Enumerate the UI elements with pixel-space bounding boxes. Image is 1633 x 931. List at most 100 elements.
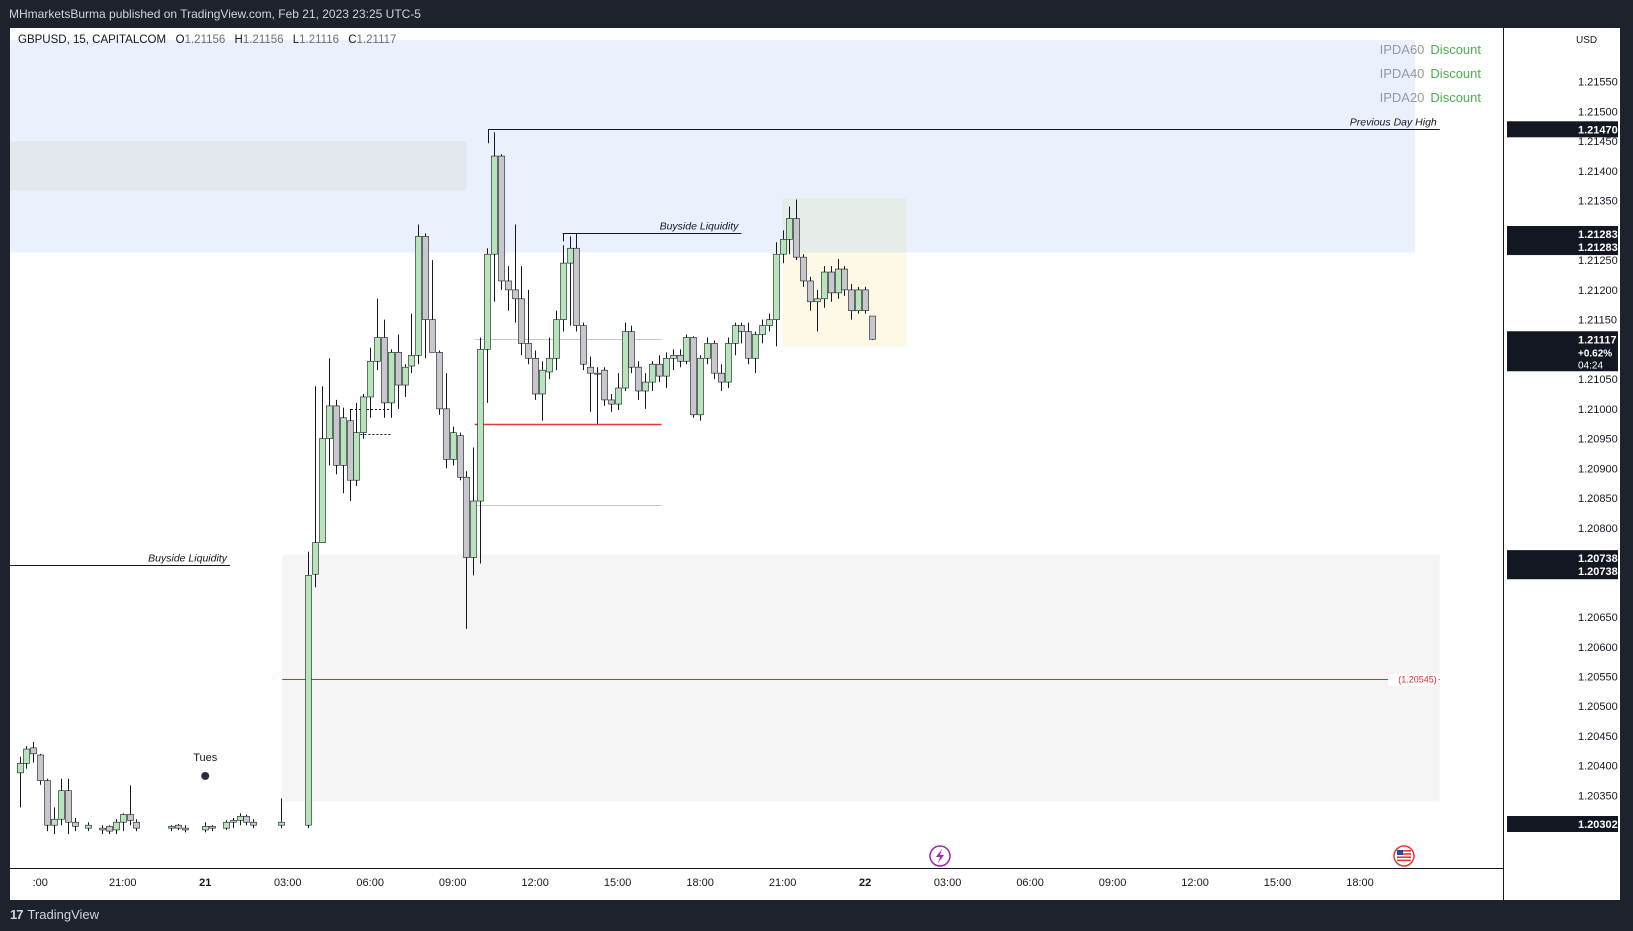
- candle-down: [395, 352, 402, 386]
- candle-down: [862, 289, 869, 312]
- candle-down: [127, 814, 134, 821]
- candle-down: [711, 343, 718, 374]
- candle-down: [587, 366, 594, 374]
- time-tick: 18:00: [1346, 877, 1374, 889]
- candle-down: [65, 790, 72, 823]
- candle-up: [58, 790, 65, 820]
- footer-bar: 17 TradingView: [0, 900, 1633, 931]
- candle-down: [333, 405, 340, 466]
- ipda-table: IPDA60 Discount IPDA40 Discount IPDA20 Disc…: [1380, 38, 1481, 110]
- candle-up: [319, 438, 326, 543]
- price-tick: 1.20600: [1578, 642, 1618, 654]
- time-tick: 09:00: [439, 877, 467, 889]
- candle-up: [415, 236, 422, 356]
- candle-down: [30, 747, 37, 755]
- candle-up: [17, 763, 24, 774]
- candle-up: [855, 289, 862, 312]
- ipda-label: IPDA60: [1379, 42, 1425, 57]
- level-label-bg: [1387, 674, 1439, 686]
- annotations-layer: Tues: [193, 752, 1415, 867]
- price-label: 1.21283: [1578, 229, 1618, 241]
- time-tick: 12:00: [1181, 877, 1209, 889]
- session-label: Tues: [193, 752, 218, 764]
- candle-up: [704, 343, 711, 359]
- price-label-bg: [1507, 331, 1618, 372]
- candle-down: [175, 824, 182, 829]
- candle-up: [278, 821, 285, 826]
- candle-down: [635, 366, 642, 392]
- time-tick: 15:00: [1264, 877, 1292, 889]
- price-tick: 1.20900: [1578, 463, 1618, 475]
- time-tick: 03:00: [274, 877, 302, 889]
- level-label: Buyside Liquidity: [148, 553, 228, 565]
- candle-up: [752, 334, 759, 359]
- flag-stripe: [1397, 856, 1411, 858]
- time-tick: 03:00: [934, 877, 962, 889]
- candle-up: [725, 343, 732, 383]
- candle-up: [408, 355, 415, 367]
- published-text: MHmarketsBurma published on TradingView.…: [9, 7, 421, 21]
- candle-down: [250, 821, 257, 826]
- symbol-name: GBPUSD, 15, CAPITALCOM: [18, 34, 167, 46]
- price-tick: 1.21250: [1578, 255, 1618, 267]
- candle-down: [182, 827, 189, 831]
- candle-up: [642, 381, 649, 392]
- price-tick: 1.20550: [1578, 671, 1618, 683]
- price-tick: 1.20350: [1578, 790, 1618, 802]
- tradingview-brand[interactable]: 17 TradingView: [10, 907, 99, 922]
- price-axis[interactable]: USD 1.21550 1.21500 1.21450 1.21400 1.21350 1.…: [1503, 28, 1620, 900]
- candle-down: [37, 754, 44, 781]
- ipda-label: IPDA40: [1379, 66, 1425, 81]
- candle-down: [381, 337, 388, 404]
- levels-layer: Previous Day High Buyside Liquidity Buysid…: [10, 117, 1440, 686]
- candle-up: [732, 325, 739, 344]
- candle-down: [422, 236, 429, 320]
- time-tick: 21: [199, 877, 211, 889]
- open-value: 1.21156: [184, 34, 226, 46]
- candle-up: [539, 369, 546, 395]
- candle-down: [841, 268, 848, 291]
- candle-down: [573, 247, 580, 326]
- price-label: 1.21117: [1578, 334, 1617, 346]
- publish-header: MHmarketsBurma published on TradingView.…: [0, 0, 1633, 28]
- candle-up: [670, 355, 677, 359]
- candle-up: [477, 349, 484, 502]
- candle-down: [443, 408, 450, 460]
- close-label: C: [348, 34, 357, 46]
- candle-up: [402, 366, 409, 386]
- high-label: H: [234, 34, 243, 46]
- candle-up: [470, 500, 477, 558]
- ipda-value: Discount: [1430, 66, 1481, 81]
- candle-up: [649, 363, 656, 383]
- candle-down: [243, 815, 250, 823]
- time-tick: 21:00: [109, 877, 137, 889]
- symbol-legend[interactable]: GBPUSD, 15, CAPITALCOM O1.21156 H1.21156…: [18, 34, 402, 46]
- zones-layer: [10, 40, 1440, 802]
- candle-down: [656, 363, 663, 377]
- price-tick: 1.21500: [1578, 106, 1618, 118]
- candle-up: [305, 575, 312, 826]
- price-tick: 1.20850: [1578, 493, 1618, 505]
- candle-down: [848, 289, 855, 312]
- candle-down: [518, 298, 525, 344]
- candle-up: [683, 337, 690, 362]
- candle-down: [463, 476, 470, 558]
- candle-down: [800, 256, 807, 282]
- candle-down: [505, 280, 512, 291]
- left-edge: [0, 28, 10, 900]
- candle-down: [628, 331, 635, 368]
- time-tick: 09:00: [1099, 877, 1127, 889]
- price-label: 1.20738: [1578, 566, 1618, 578]
- time-tick: 12:00: [521, 877, 549, 889]
- candle-up: [99, 827, 106, 831]
- price-tick: 1.20400: [1578, 761, 1618, 773]
- candle-down: [793, 218, 800, 258]
- candle-up: [786, 218, 793, 240]
- zone-discount: [282, 554, 1440, 802]
- price-label-extra: +0.62%: [1578, 348, 1612, 359]
- high-value: 1.21156: [242, 34, 284, 46]
- candle-up: [237, 815, 244, 821]
- price-tick: 1.21350: [1578, 196, 1618, 208]
- time-axis[interactable]: :00 21:00 21 03:00 06:00 09:00 12:00 15:00 18:00…: [10, 868, 1503, 900]
